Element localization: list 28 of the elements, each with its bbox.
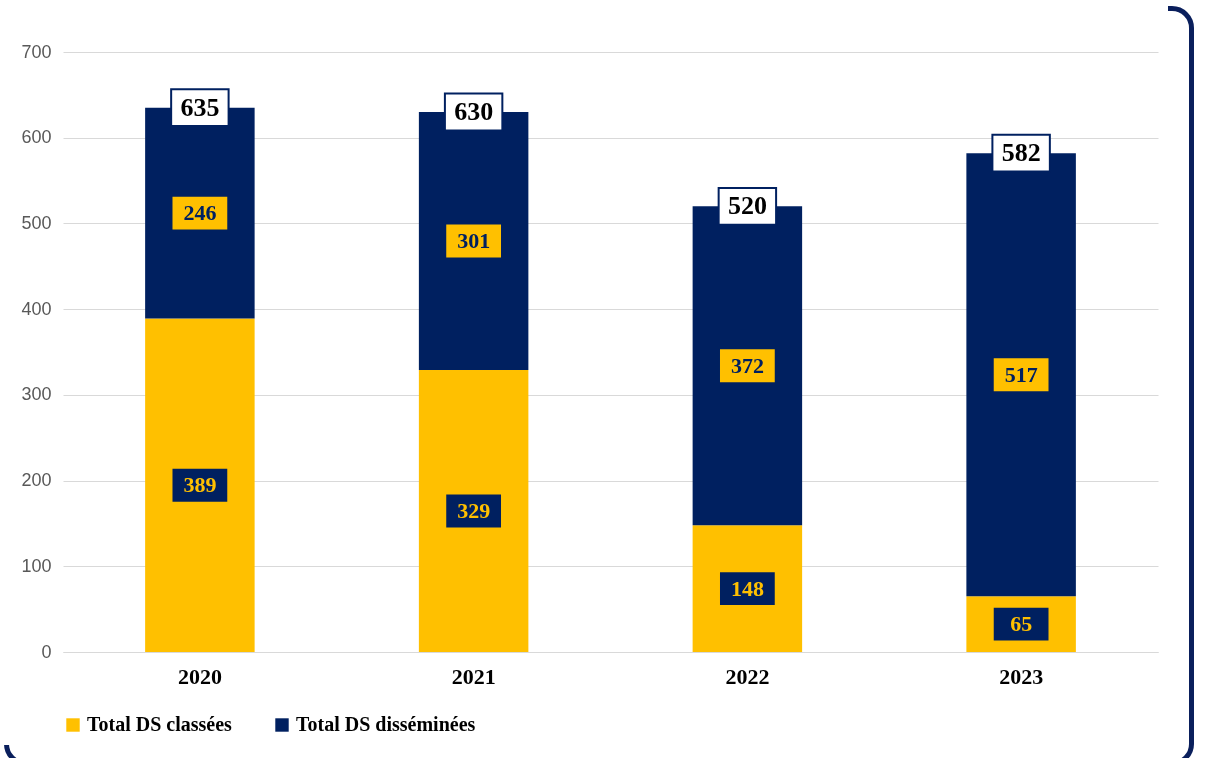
data-label: 329 <box>457 498 491 523</box>
y-tick-label: 400 <box>21 298 52 319</box>
legend-label: Total DS disséminées <box>296 713 476 735</box>
y-tick-label: 300 <box>21 384 52 405</box>
x-tick-label: 2020 <box>177 663 222 689</box>
bar <box>145 318 255 652</box>
data-label: 65 <box>1010 611 1033 637</box>
y-tick-label: 0 <box>41 641 52 662</box>
total-label: 520 <box>727 191 767 221</box>
x-tick-label: 2021 <box>451 663 496 689</box>
y-tick-label: 100 <box>21 555 52 576</box>
legend-label: Total DS classées <box>87 713 233 735</box>
data-label: 246 <box>183 200 217 226</box>
x-tick-label: 2023 <box>999 663 1044 689</box>
x-tick-label: 2022 <box>725 663 770 689</box>
total-label: 635 <box>180 92 220 122</box>
total-label: 630 <box>454 97 494 126</box>
data-label: 148 <box>730 575 764 601</box>
y-tick-label: 500 <box>21 212 52 233</box>
data-label: 517 <box>1004 361 1038 387</box>
data-label: 372 <box>730 352 764 378</box>
data-label: 301 <box>457 228 491 253</box>
y-tick-label: 600 <box>21 127 52 148</box>
y-tick-label: 700 <box>21 41 52 62</box>
bar <box>418 370 529 652</box>
total-label: 582 <box>1001 138 1041 168</box>
y-tick-label: 200 <box>21 470 52 491</box>
data-label: 389 <box>183 472 217 498</box>
